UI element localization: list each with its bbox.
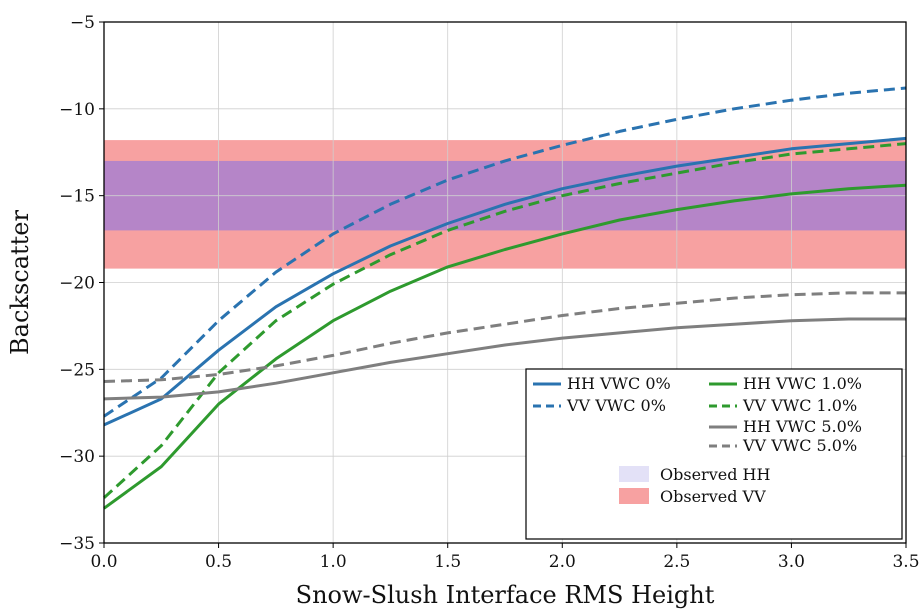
legend-label: VV VWC 1.0% [742, 396, 857, 415]
legend-label: VV VWC 0% [566, 396, 666, 415]
legend-band-label: Observed VV [660, 487, 766, 506]
x-axis-ticks: 0.0 0.5 1.0 1.5 2.0 2.5 3.0 3.5 [90, 543, 920, 572]
legend-box [525, 368, 903, 540]
legend-label: VV VWC 5.0% [742, 436, 857, 455]
x-tick-label: 0.5 [205, 552, 232, 572]
x-tick-label: 2.5 [663, 552, 690, 572]
legend-label: HH VWC 0% [567, 374, 671, 393]
y-tick-label: −15 [59, 187, 95, 207]
x-tick-label: 2.0 [549, 552, 576, 572]
legend-band-swatch [619, 488, 649, 504]
series-line-2 [103, 86, 907, 418]
x-tick-label: 0.0 [90, 552, 117, 572]
y-tick-label: −25 [59, 360, 95, 380]
series-line-4 [102, 142, 907, 499]
series-line-5 [103, 317, 906, 401]
series-lines [102, 86, 907, 510]
y-tick-label: −35 [59, 534, 95, 554]
x-tick-label: 3.0 [778, 552, 805, 572]
y-tick-label: −5 [70, 13, 95, 33]
y-tick-label: −30 [59, 447, 95, 467]
y-tick-label: −20 [59, 274, 95, 294]
legend: HH VWC 0% VV VWC 0% HH VWC 1.0% VV VWC 1.0%… [525, 368, 903, 540]
legend-label: HH VWC 1.0% [743, 374, 862, 393]
legend-band-label: Observed HH [660, 465, 770, 484]
y-axis-ticks: −35 −30 −25 −20 −15 −10 −5 [59, 13, 104, 554]
y-axis-title: Backscatter [6, 209, 34, 354]
legend-band-swatch [619, 466, 649, 482]
x-axis-title: Snow-Slush Interface RMS Height [296, 581, 715, 609]
x-tick-label: 3.5 [892, 552, 919, 572]
y-tick-label: −10 [59, 100, 95, 120]
x-tick-label: 1.0 [320, 552, 347, 572]
legend-label: HH VWC 5.0% [743, 417, 862, 436]
x-tick-label: 1.5 [434, 552, 461, 572]
series-line-1 [103, 136, 907, 427]
